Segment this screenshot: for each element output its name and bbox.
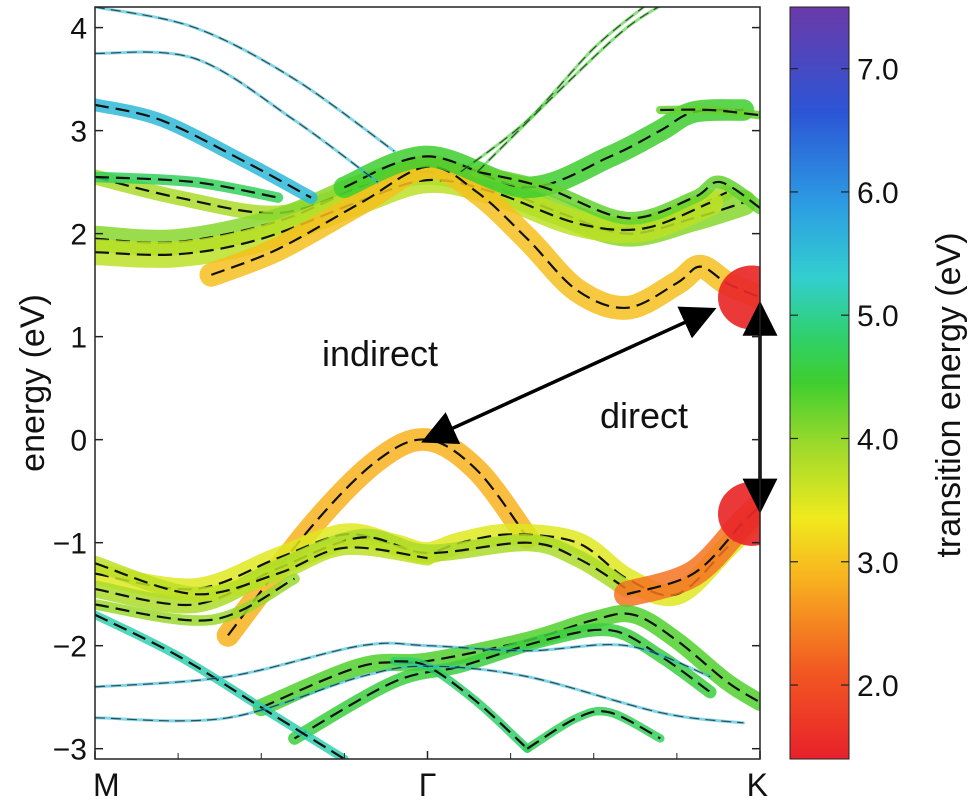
band-22 [95,610,349,759]
band-23 [390,656,532,753]
x-tick-label-1: Γ [419,767,437,803]
band-weight-22 [95,610,349,759]
band-17 [95,539,435,602]
band-6 [470,165,760,225]
band-12 [475,7,662,174]
annotations: indirect direct [322,300,778,514]
band-13 [656,105,760,120]
band-line-6 [477,170,760,220]
annotation-direct: direct [600,395,688,436]
band-line-13 [660,108,760,117]
y-tick-label: −3 [53,734,87,767]
band-26 [95,664,745,725]
y-axis-label: energy (eV) [14,294,52,472]
band-line-26 [95,665,744,724]
band-11 [459,7,646,174]
band-line-5 [343,108,744,189]
band-16 [95,528,636,614]
arrow-indirect [421,306,717,444]
band-weight-20 [252,604,760,717]
band-4 [199,154,760,320]
y-tick-label: 0 [70,425,87,458]
y-axis: −3 −2 −1 0 1 2 3 4 [53,13,760,767]
y-tick-label: 3 [70,116,87,149]
band-line-16 [95,536,628,607]
band-10 [95,50,380,184]
colorbar-tick-label: 6.0 [857,177,899,210]
band-line-17 [95,546,428,596]
band-20 [252,604,760,717]
colorbar: 2.0 3.0 4.0 5.0 6.0 7.0 transition energy (eV… [789,6,968,760]
colorbar-tick-label: 5.0 [857,300,899,333]
band-line-9 [95,7,395,152]
band-line-25 [95,642,711,688]
band-weight-9 [95,7,396,153]
band-line-18 [95,577,295,622]
band-line-20 [260,612,760,709]
band-9 [95,7,396,153]
band-line-10 [95,51,378,183]
band-line-8 [95,175,279,199]
y-tick-label: 4 [70,13,87,46]
band-24 [523,706,665,753]
band-8 [95,171,284,203]
colorbar-tick-label: 7.0 [857,54,899,87]
y-tick-label: −2 [53,631,87,664]
band-line-7 [95,103,312,199]
colorbar-gradient [789,6,850,760]
band-lines [95,7,760,759]
band-line-23 [394,660,529,750]
colorbar-tick-label: 4.0 [857,423,899,456]
x-tick-label-0: M [93,767,120,803]
colorbar-ticks: 2.0 3.0 4.0 5.0 6.0 7.0 [790,54,899,703]
band-18 [95,573,300,626]
band-7 [95,98,318,204]
y-tick-label: −1 [53,528,87,561]
colorbar-tick-label: 3.0 [857,547,899,580]
y-tick-label: 1 [70,322,87,355]
colorbar-label: transition energy (eV) [930,232,968,557]
band-line-3 [95,178,711,257]
band-line-21 [293,628,711,740]
band-line-4 [210,165,760,309]
band-extremum-1 [718,265,760,330]
band-line-24 [526,710,661,750]
band-extremum-2 [718,481,760,546]
band-weight-24 [523,706,665,753]
x-tick-label-2: K [747,767,768,803]
band-3 [95,166,724,268]
colorbar-tick-label: 2.0 [857,670,899,703]
band-line-12 [476,7,660,173]
band-25 [95,641,712,689]
y-tick-label: 2 [70,219,87,252]
band-line-11 [460,7,644,173]
annotation-indirect: indirect [322,333,438,374]
